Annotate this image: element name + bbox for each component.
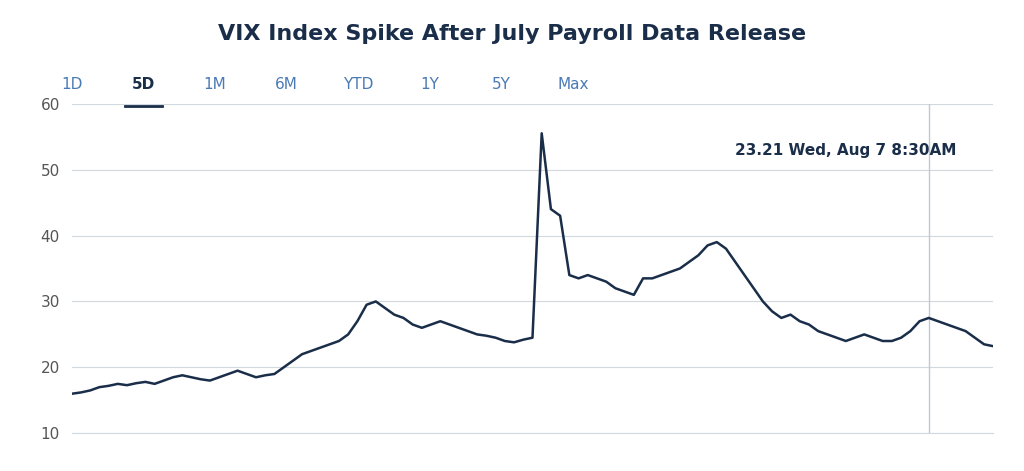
Text: 23.21 Wed, Aug 7 8:30AM: 23.21 Wed, Aug 7 8:30AM — [735, 143, 956, 158]
Text: 5Y: 5Y — [493, 77, 511, 92]
Text: 1D: 1D — [61, 77, 82, 92]
Text: Max: Max — [558, 77, 589, 92]
Text: VIX Index Spike After July Payroll Data Release: VIX Index Spike After July Payroll Data … — [218, 24, 806, 43]
Text: 6M: 6M — [275, 77, 298, 92]
Text: 1M: 1M — [204, 77, 226, 92]
Text: YTD: YTD — [343, 77, 374, 92]
Text: 1Y: 1Y — [421, 77, 439, 92]
Text: 5D: 5D — [132, 77, 155, 92]
